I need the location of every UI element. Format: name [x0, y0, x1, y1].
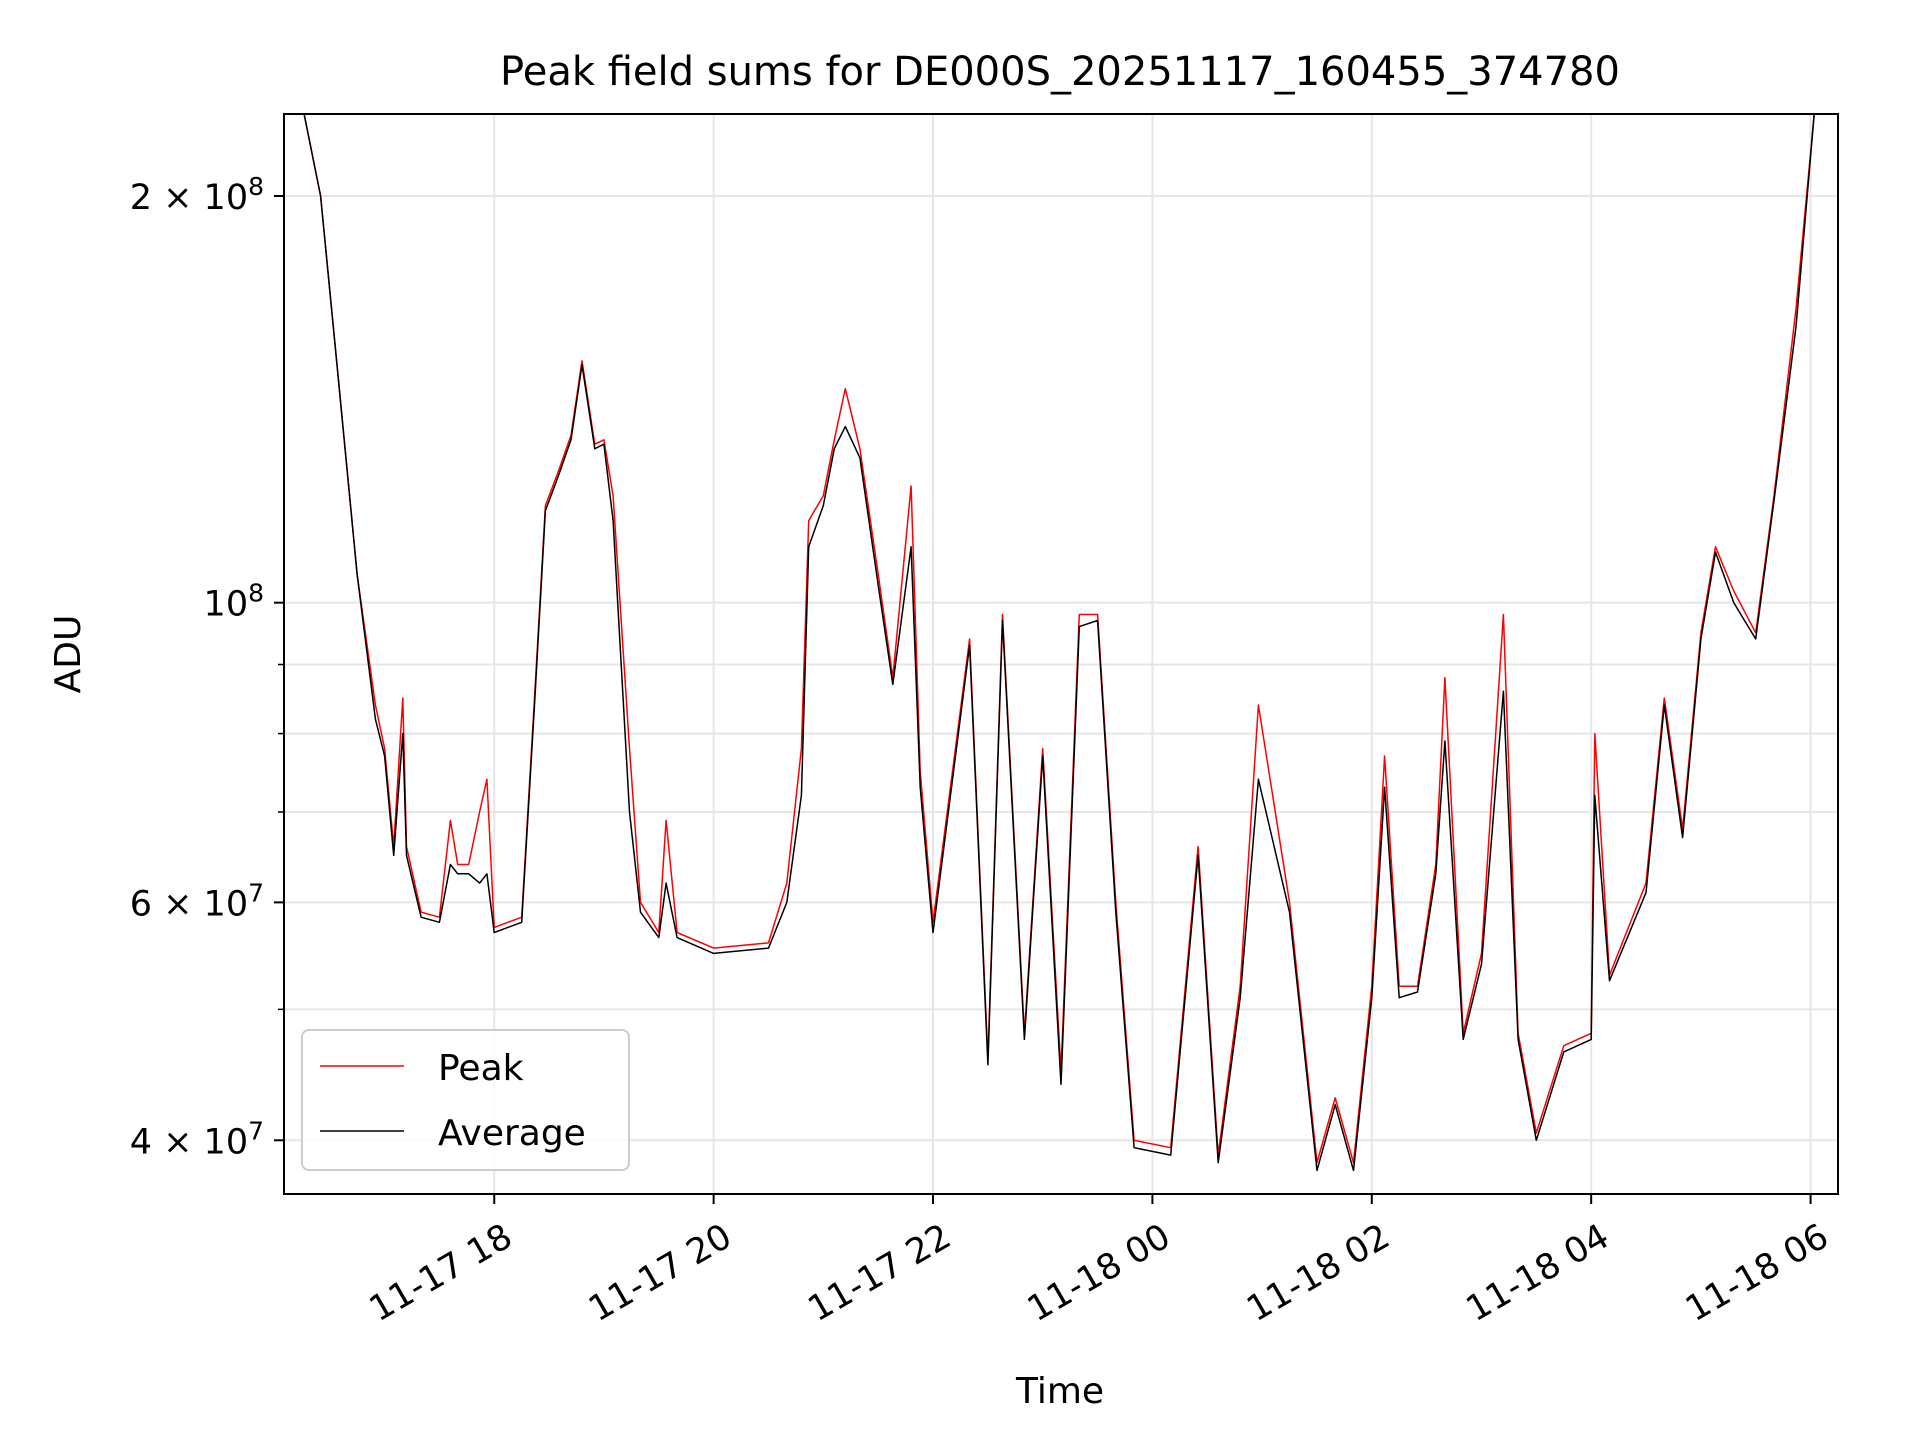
legend-average-label: Average: [438, 1113, 586, 1154]
y-axis: 4 × 107 6 × 107 108 2 × 108: [130, 172, 284, 1162]
y-tick-label-2: 108: [204, 579, 264, 625]
legend-peak-label: Peak: [438, 1048, 524, 1089]
x-axis-label: Time: [1015, 1371, 1104, 1412]
y-tick-label-1: 6 × 107: [130, 878, 264, 924]
chart-title: Peak field sums for DE000S_20251117_1604…: [500, 49, 1620, 95]
series-line-average: [303, 113, 1815, 1172]
series-line-peak: [303, 113, 1815, 1164]
legend-box: [301, 1029, 630, 1171]
legend: Peak Average: [301, 1029, 630, 1171]
y-tick-label-0: 4 × 107: [130, 1116, 264, 1162]
series-layer: [303, 113, 1815, 1172]
y-tick-label-3: 2 × 108: [130, 172, 264, 218]
plot-frame: [283, 113, 1839, 1195]
y-axis-label: ADU: [48, 615, 89, 694]
